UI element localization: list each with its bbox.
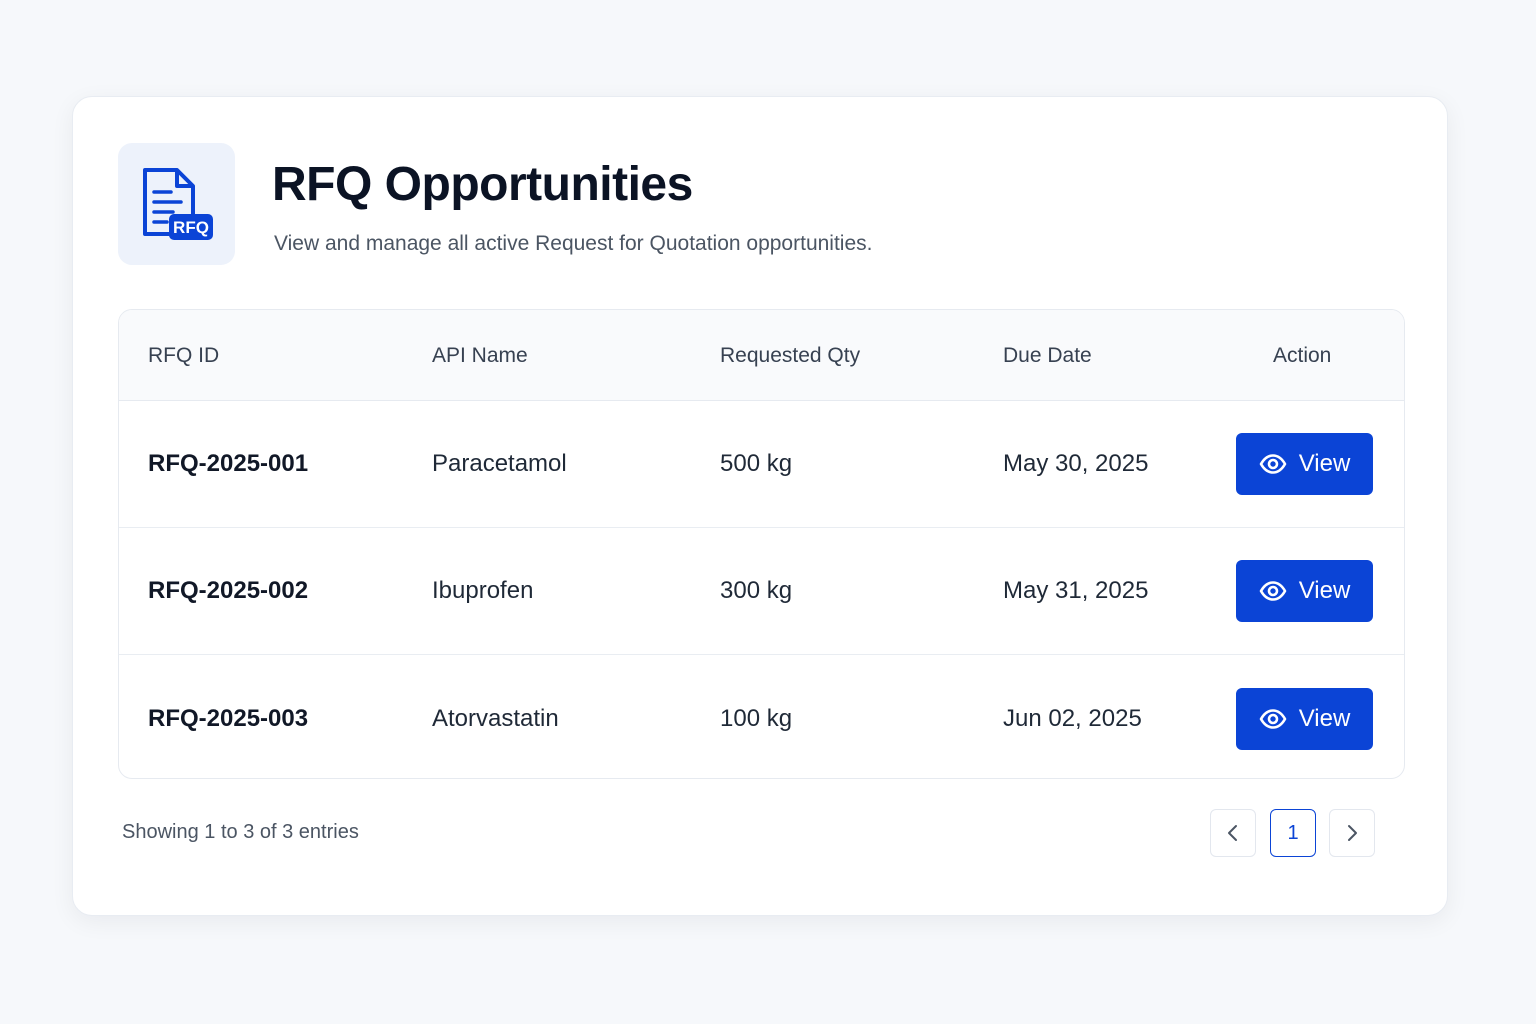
requested-qty-cell: 500 kg xyxy=(720,450,793,477)
table-header: RFQ ID API Name Requested Qty Due Date A… xyxy=(119,310,1404,401)
pagination-next-button[interactable] xyxy=(1329,809,1375,857)
due-date-cell: Jun 02, 2025 xyxy=(1003,704,1142,732)
rfq-document-icon-svg: RFQ xyxy=(142,168,213,240)
view-button[interactable]: View xyxy=(1236,433,1373,495)
chevron-right-icon xyxy=(1348,825,1357,841)
requested-qty-cell: 100 kg xyxy=(720,704,793,732)
view-button-label: View xyxy=(1298,577,1351,604)
view-button-label: View xyxy=(1298,450,1351,477)
api-name-cell: Paracetamol xyxy=(432,450,567,477)
view-button[interactable]: View xyxy=(1236,687,1373,750)
column-header-due-date[interactable]: Due Date xyxy=(1003,343,1092,367)
rfq-id-cell: RFQ-2025-001 xyxy=(148,450,309,477)
page-title: RFQ Opportunities xyxy=(272,158,693,211)
api-name-cell: Ibuprofen xyxy=(432,577,534,604)
rfq-id-cell: RFQ-2025-002 xyxy=(148,577,309,604)
pagination-page-1[interactable]: 1 xyxy=(1270,809,1316,857)
view-button-label: View xyxy=(1298,704,1351,732)
rfq-table: RFQ ID API Name Requested Qty Due Date A… xyxy=(118,309,1405,779)
table-row: RFQ-2025-001 Paracetamol 500 kg May 30, … xyxy=(119,401,1404,528)
page-subtitle: View and manage all active Request for Q… xyxy=(274,232,873,255)
eye-icon xyxy=(1259,581,1287,601)
requested-qty-cell: 300 kg xyxy=(720,577,793,604)
rfq-id-cell: RFQ-2025-003 xyxy=(148,704,309,732)
due-date-cell: May 31, 2025 xyxy=(1003,577,1149,604)
column-header-api-name[interactable]: API Name xyxy=(432,343,528,367)
view-button[interactable]: View xyxy=(1236,560,1373,622)
table-row: RFQ-2025-003 Atorvastatin 100 kg Jun 02,… xyxy=(119,655,1404,778)
due-date-cell: May 30, 2025 xyxy=(1003,450,1149,477)
column-header-rfq-id[interactable]: RFQ ID xyxy=(148,343,220,367)
rfq-badge-text: RFQ xyxy=(173,218,209,237)
api-name-cell: Atorvastatin xyxy=(432,704,559,732)
chevron-left-icon xyxy=(1228,825,1237,841)
eye-icon xyxy=(1259,454,1287,474)
rfq-card: RFQ RFQ Opportunities View and manage al… xyxy=(72,96,1448,916)
column-header-requested-qty[interactable]: Requested Qty xyxy=(720,343,861,367)
eye-icon xyxy=(1259,708,1287,729)
pagination-prev-button[interactable] xyxy=(1210,809,1256,857)
entries-summary: Showing 1 to 3 of 3 entries xyxy=(122,821,359,843)
column-header-action: Action xyxy=(1273,343,1332,367)
rfq-document-icon: RFQ xyxy=(118,143,235,265)
table-row: RFQ-2025-002 Ibuprofen 300 kg May 31, 20… xyxy=(119,528,1404,655)
